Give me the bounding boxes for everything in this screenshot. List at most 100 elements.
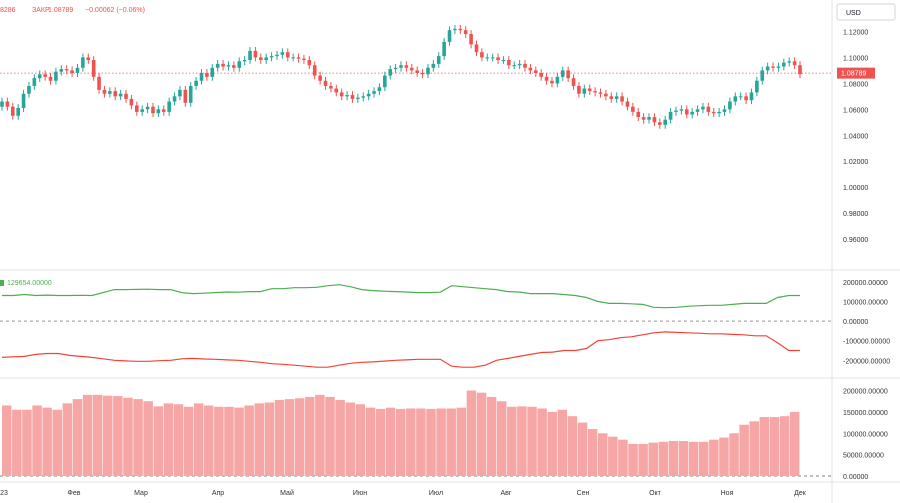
histogram-bar	[628, 443, 638, 476]
candle-body	[86, 57, 91, 61]
histogram-bar	[193, 403, 204, 476]
hist-tick-label: 200000.00000	[843, 389, 888, 396]
candle-body	[199, 72, 204, 81]
candle-body	[771, 66, 775, 68]
histogram-bar	[466, 390, 477, 476]
candle-body	[0, 101, 4, 107]
candle-body	[647, 117, 651, 120]
price-tick-label: 1.08000	[843, 81, 868, 88]
histogram-bar	[92, 394, 103, 476]
price-pane[interactable]	[0, 24, 832, 129]
candle-body	[356, 97, 360, 99]
histogram-bar	[779, 416, 790, 476]
time-tick-label: Фев	[68, 490, 81, 497]
candle-body	[690, 111, 694, 115]
histogram-bar	[32, 405, 42, 476]
histogram-bar	[678, 440, 689, 476]
candle-body	[604, 93, 608, 97]
candle-body	[232, 65, 236, 68]
candle-body	[388, 69, 393, 76]
candle-body	[151, 106, 155, 114]
candle-body	[728, 101, 732, 110]
candle-body	[782, 62, 786, 67]
candle-body	[582, 88, 587, 94]
cot-tick-label: 0.00000	[843, 319, 868, 326]
candle-body	[156, 109, 161, 114]
candle-body	[366, 93, 371, 97]
histogram-pane[interactable]	[0, 390, 832, 477]
last-price-tag-value: 1.08789	[841, 71, 866, 78]
candle-body	[145, 106, 150, 110]
candle-body	[307, 60, 312, 66]
histogram-bar	[264, 402, 275, 476]
candle-body	[566, 70, 570, 79]
candle-body	[383, 75, 387, 88]
time-tick-label: Июл	[429, 490, 443, 497]
candle-body	[695, 109, 700, 112]
cot-tick-label: -100000.00000	[843, 339, 890, 346]
candle-body	[684, 109, 689, 115]
candle-body	[54, 71, 58, 81]
candle-body	[426, 67, 430, 75]
candle-body	[620, 96, 624, 102]
candle-body	[749, 92, 754, 101]
candle-body	[124, 93, 128, 99]
candle-body	[345, 95, 349, 97]
candle-body	[539, 72, 543, 77]
price-axis[interactable]: 1.12000 1.10000 1.08000 1.06000 1.04000 1.020…	[843, 29, 890, 481]
candle-body	[409, 67, 414, 71]
candle-body	[5, 101, 10, 107]
price-tick-label: 1.10000	[843, 55, 868, 62]
histogram-bar	[365, 407, 376, 476]
time-tick-label: Май	[280, 489, 294, 497]
last-price-tag	[837, 67, 875, 79]
histogram-bar	[527, 406, 537, 476]
histogram-bar	[507, 406, 517, 476]
cot-tick-label: 100000.00000	[843, 299, 888, 306]
histogram-bar	[42, 407, 52, 476]
candle-body	[37, 74, 42, 79]
cot-line-pane[interactable]	[0, 284, 832, 368]
candle-body	[377, 87, 382, 92]
currency-button[interactable]	[836, 3, 896, 21]
candle-body	[108, 91, 112, 94]
candle-body	[210, 67, 215, 77]
currency-label: USD	[846, 10, 861, 17]
histogram-bar	[345, 402, 355, 476]
time-axis[interactable]: 23 Фев Мар Апр Май Июн Июл Авг Сен Окт Ноя Дек	[0, 489, 807, 497]
candle-body	[533, 70, 538, 73]
hist-tick-label: 0.00000	[843, 474, 868, 481]
candle-body	[242, 60, 247, 62]
histogram-bar	[62, 403, 73, 476]
candle-body	[517, 63, 522, 66]
candle-body	[512, 65, 517, 67]
histogram-bar	[133, 399, 143, 476]
candle-body	[674, 110, 678, 112]
candle-body	[442, 41, 446, 57]
histogram-bar	[12, 409, 22, 476]
histogram-bar	[335, 399, 345, 476]
histogram-bar	[113, 396, 123, 476]
candle-body	[399, 65, 403, 68]
histogram-bar	[395, 408, 406, 476]
candle-body	[415, 70, 419, 73]
histogram-bar	[709, 439, 719, 476]
histogram-bar	[103, 395, 113, 476]
candle-body	[469, 34, 473, 45]
candle-body	[760, 70, 765, 81]
histogram-bar	[597, 433, 608, 476]
candle-body	[248, 50, 252, 61]
histogram-bar	[204, 405, 214, 476]
histogram-bar	[183, 406, 194, 476]
histogram-bar	[123, 397, 133, 476]
histogram-bar	[143, 401, 153, 476]
histogram-bar	[22, 409, 32, 476]
candle-body	[560, 70, 565, 77]
histogram-bar	[618, 439, 628, 476]
candle-body	[733, 96, 738, 102]
cot-short-line	[1, 331, 800, 368]
histogram-bar	[739, 424, 749, 476]
histogram-bar	[648, 442, 658, 476]
histogram-bar	[567, 416, 578, 476]
